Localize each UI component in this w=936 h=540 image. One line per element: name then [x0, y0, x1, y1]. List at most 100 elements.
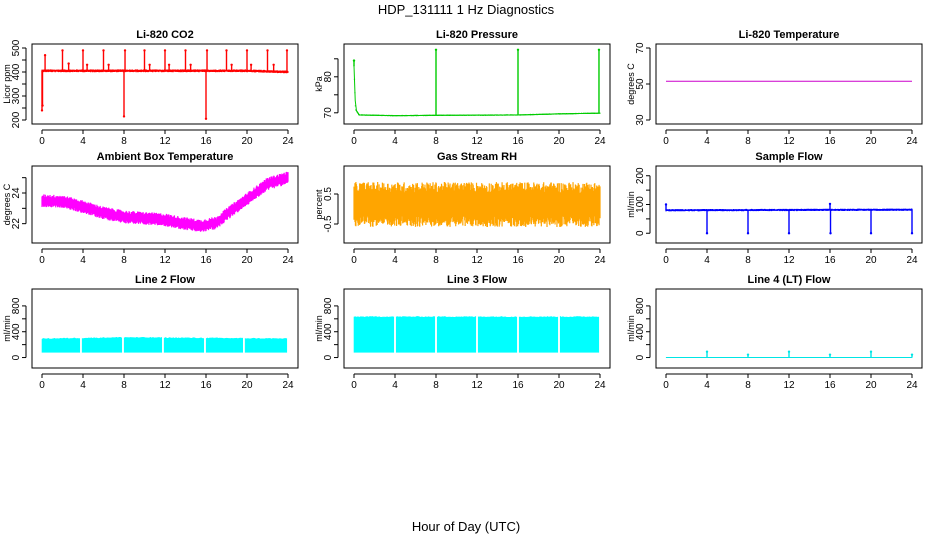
- x-tick-label: 0: [351, 255, 357, 266]
- spike-point: [352, 59, 356, 62]
- panel-title: Line 4 (LT) Flow: [748, 274, 831, 286]
- area-segment: [559, 315, 600, 353]
- x-tick-label: 24: [594, 380, 606, 391]
- chart-panel: Sample Flow ml/min 0 4 8 12 16 20 24 0 100 200: [626, 151, 923, 266]
- y-tick-label: 200: [11, 111, 22, 128]
- x-tick-label: 16: [200, 380, 212, 391]
- plot-frame: [31, 43, 299, 125]
- spike-point: [143, 49, 146, 52]
- spike-point: [828, 353, 832, 356]
- x-tick-label: 12: [471, 255, 483, 266]
- spike-point: [81, 49, 85, 52]
- chart-panel: Gas Stream RH percent 0 4 8 12 16 20 24 -0.5 0.5: [314, 151, 611, 266]
- panel-title: Li-820 CO2: [136, 29, 193, 41]
- spike-point: [746, 353, 750, 356]
- x-tick-label: 16: [512, 380, 524, 391]
- x-tick-label: 8: [121, 136, 127, 147]
- x-tick-label: 24: [282, 380, 294, 391]
- y-tick-label: 200: [635, 167, 646, 184]
- spike-point: [67, 62, 70, 65]
- spike-point: [597, 48, 601, 51]
- panel-title: Sample Flow: [755, 151, 823, 163]
- x-tick-label: 20: [241, 380, 253, 391]
- spike-point: [869, 350, 873, 353]
- chart-panel: Ambient Box Temperature degrees C 0 4 8 12 16 2…: [2, 151, 299, 266]
- spike-point: [102, 49, 105, 52]
- spike-point: [664, 203, 668, 206]
- spike-point: [869, 232, 873, 235]
- chart-panel: Line 4 (LT) Flow ml/min 0 4 8 12 16 20 24 0 400 800: [626, 274, 923, 391]
- spike-point: [705, 232, 709, 235]
- y-tick-label: 70: [323, 107, 334, 119]
- y-tick-label: 800: [11, 297, 22, 314]
- y-tick-label: 70: [635, 42, 646, 54]
- x-tick-label: 8: [745, 380, 751, 391]
- area-segment: [81, 336, 123, 353]
- panel-title: Ambient Box Temperature: [97, 151, 234, 163]
- y-tick-label: 0: [323, 354, 334, 360]
- spike-point: [829, 232, 832, 235]
- figure-xlabel: Hour of Day (UTC): [412, 519, 520, 534]
- spike-point: [167, 63, 171, 66]
- y-tick-label: 100: [635, 196, 646, 213]
- x-tick-label: 12: [159, 136, 171, 147]
- x-tick-label: 16: [824, 136, 836, 147]
- y-tick-label: 24: [11, 187, 22, 199]
- area-segment: [41, 337, 81, 353]
- series-band: [41, 171, 289, 232]
- spike-point: [266, 49, 269, 52]
- x-tick-label: 20: [865, 380, 877, 391]
- x-tick-label: 16: [512, 136, 524, 147]
- spike-point: [434, 48, 438, 51]
- y-axis-label: ml/min: [314, 315, 324, 342]
- x-tick-label: 12: [159, 255, 171, 266]
- x-tick-label: 24: [906, 136, 918, 147]
- plot-frame: [343, 43, 611, 125]
- x-tick-label: 24: [906, 255, 918, 266]
- data-series: [353, 182, 601, 227]
- y-tick-label: 0: [635, 354, 646, 360]
- spike-point: [40, 109, 44, 112]
- x-tick-label: 24: [282, 136, 294, 147]
- spike-point: [61, 49, 64, 52]
- chart-panel: Li-820 Temperature degrees C 0 4 8 12 16 20 24 30…: [626, 29, 923, 147]
- x-tick-label: 0: [351, 136, 357, 147]
- x-tick-label: 8: [745, 136, 751, 147]
- spike-point: [828, 202, 832, 206]
- spike-point: [123, 49, 127, 52]
- x-tick-label: 12: [783, 136, 795, 147]
- series-line: [41, 177, 289, 227]
- chart-panel: Line 2 Flow ml/min 0 4 8 12 16 20 24 0 400 800: [2, 274, 299, 391]
- data-series: [40, 49, 289, 121]
- panel-title: Gas Stream RH: [437, 151, 517, 163]
- data-series: [41, 336, 288, 353]
- spike-point: [43, 54, 47, 57]
- x-tick-label: 4: [392, 136, 398, 147]
- x-tick-label: 4: [80, 136, 86, 147]
- chart-panel: Li-820 CO2 Licor ppm 0 4 8 12 16 20 24 200 300 400 5…: [2, 29, 299, 147]
- panel-title: Li-820 Pressure: [436, 29, 518, 41]
- y-tick-label: 80: [323, 71, 334, 83]
- chart-panel: Line 3 Flow ml/min 0 4 8 12 16 20 24 0 400 800: [314, 274, 611, 391]
- data-series: [664, 202, 914, 235]
- chart-panel: Li-820 Pressure kPa 0 4 8 12 16 20 24 70 80: [314, 29, 611, 147]
- data-series: [352, 48, 601, 117]
- x-tick-label: 0: [39, 380, 45, 391]
- spike-point: [205, 49, 209, 52]
- x-tick-label: 0: [39, 136, 45, 147]
- x-tick-label: 12: [783, 380, 795, 391]
- panel-title: Line 2 Flow: [135, 274, 195, 286]
- series-band: [353, 65, 601, 117]
- x-tick-label: 8: [121, 380, 127, 391]
- y-tick-label: 22: [11, 218, 22, 230]
- data-series: [41, 171, 289, 232]
- x-tick-label: 8: [433, 380, 439, 391]
- x-tick-label: 24: [282, 255, 294, 266]
- y-axis-label: ml/min: [2, 315, 12, 342]
- x-tick-label: 20: [553, 255, 565, 266]
- x-tick-label: 4: [704, 255, 710, 266]
- spike-point: [41, 104, 44, 107]
- spike-point: [705, 350, 709, 353]
